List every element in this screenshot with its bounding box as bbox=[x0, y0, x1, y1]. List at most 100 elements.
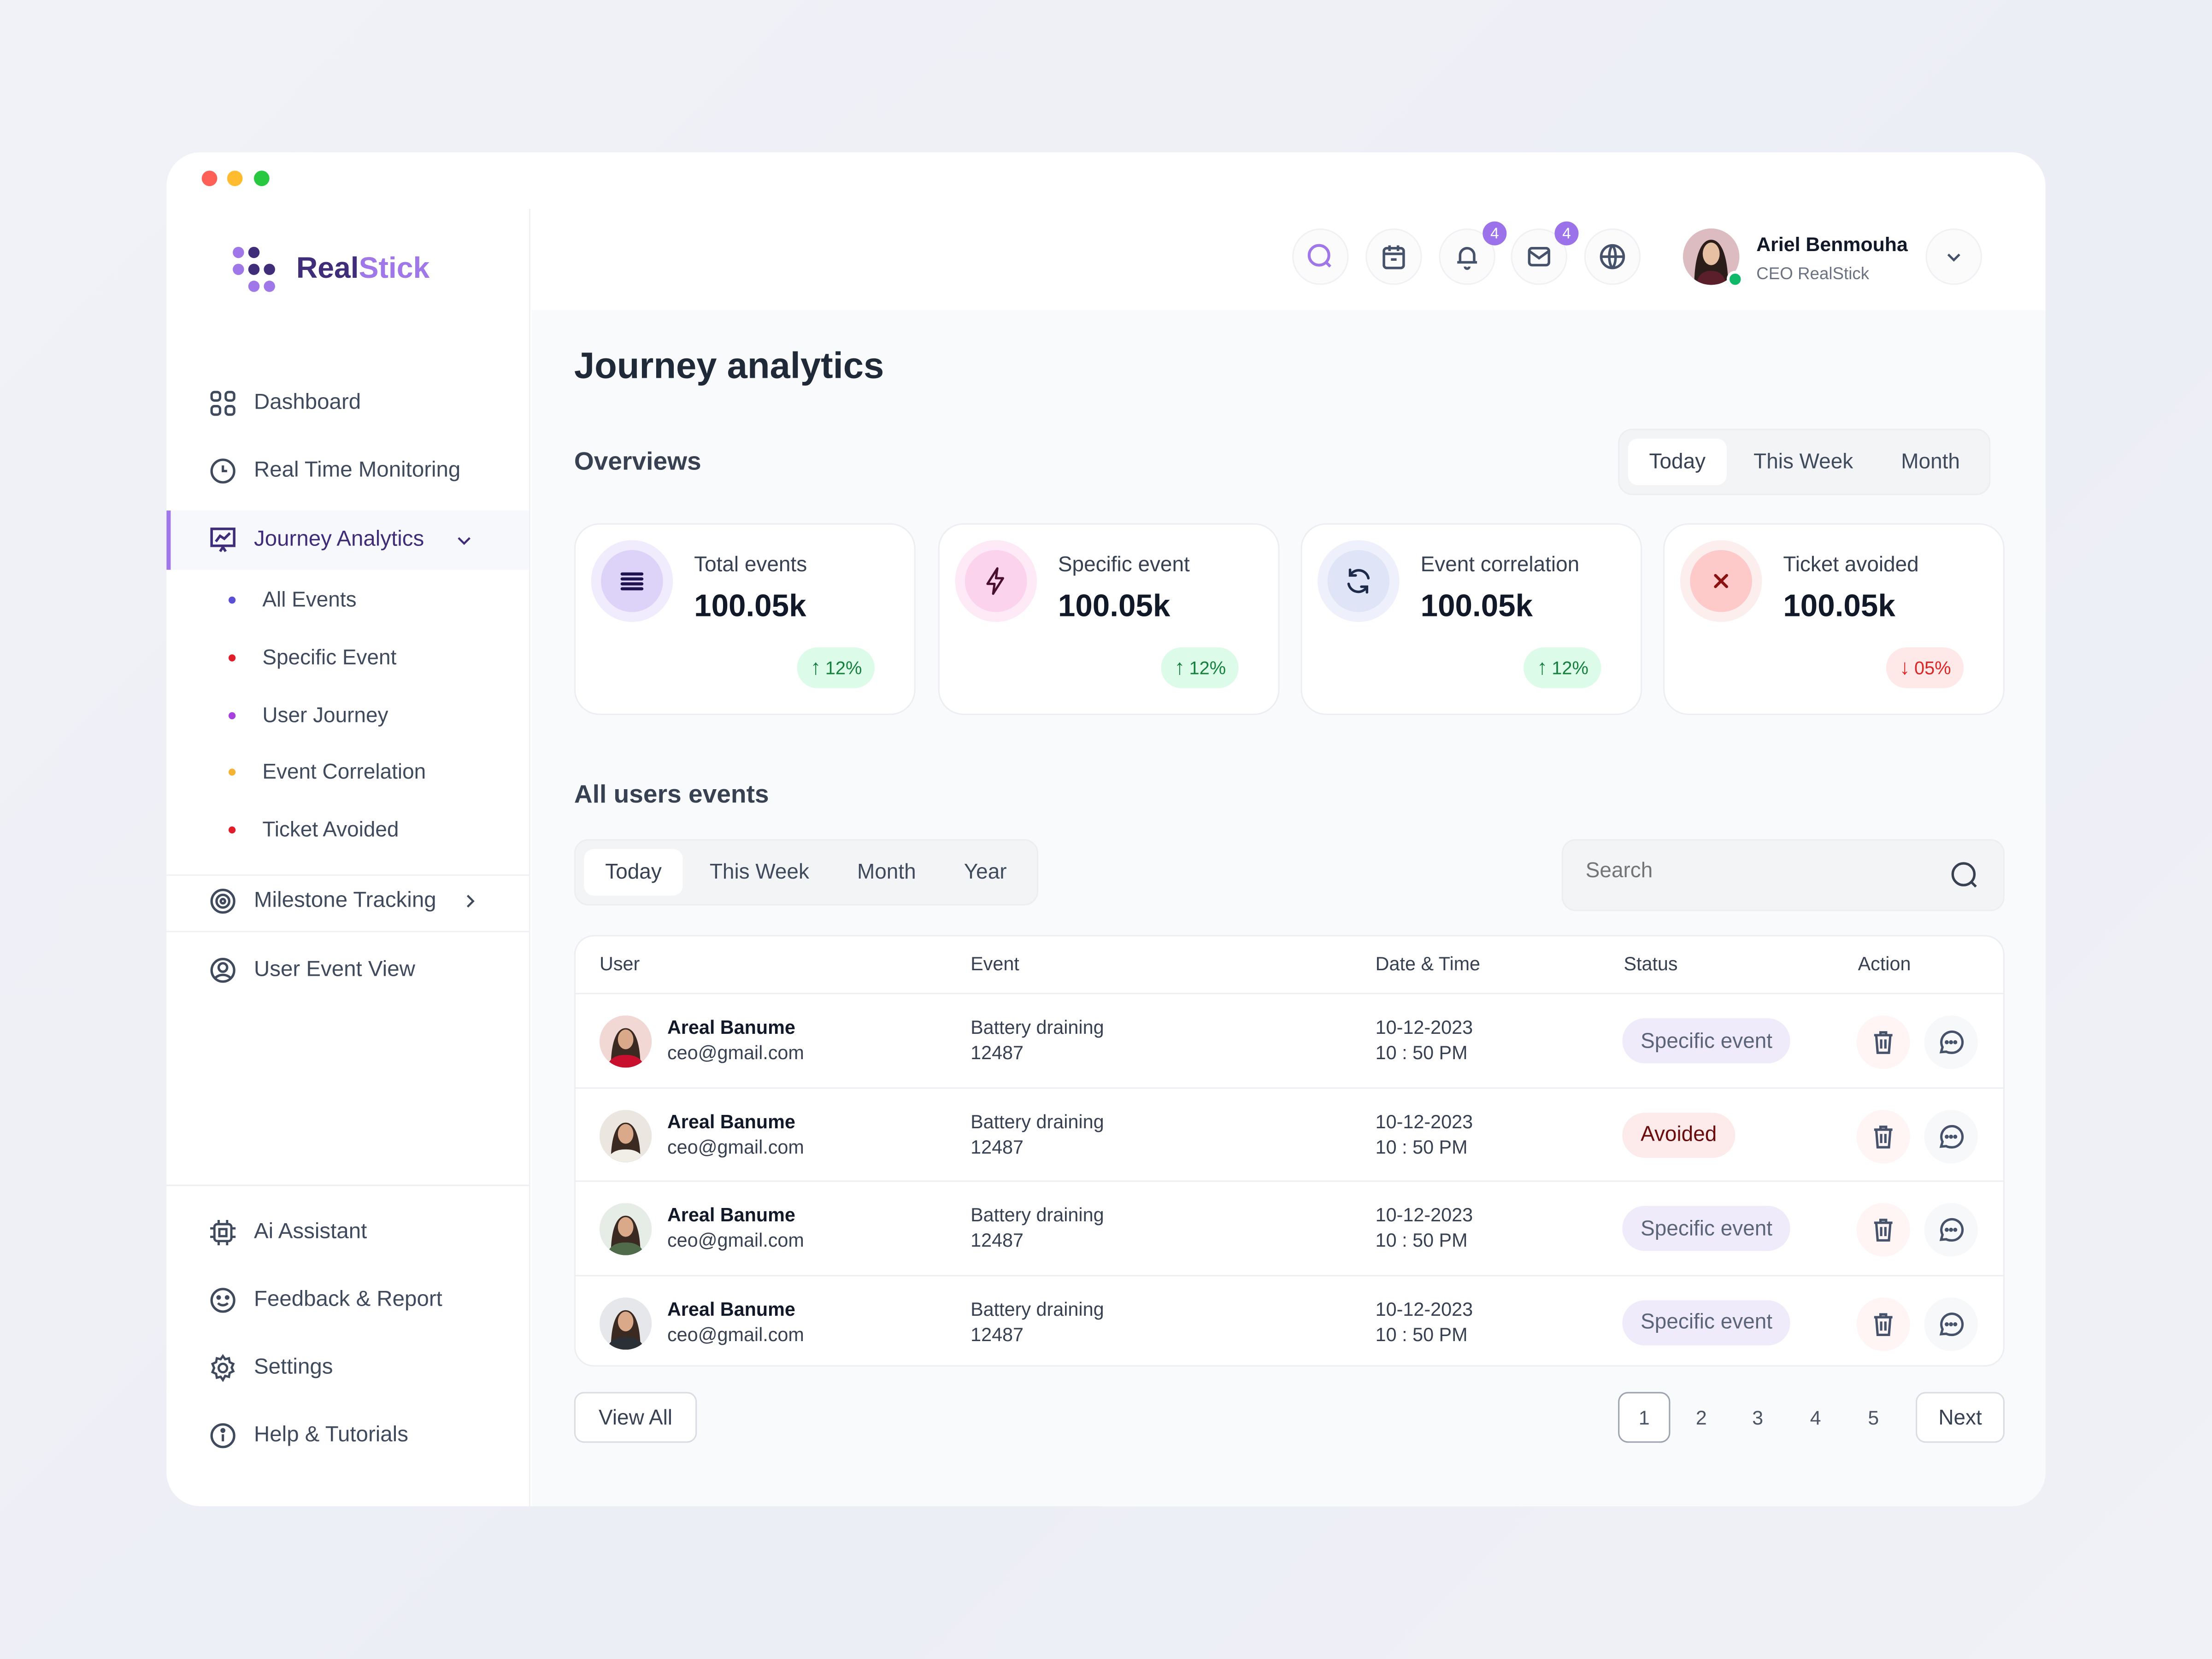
avatar[interactable] bbox=[1683, 228, 1744, 288]
column-header-action: Action bbox=[1858, 953, 1911, 975]
page-5-button[interactable]: 5 bbox=[1868, 1406, 1879, 1429]
tab-month[interactable]: Month bbox=[1901, 450, 1960, 474]
user-avatar bbox=[600, 1203, 652, 1255]
sidebar-item-dashboard[interactable]: Dashboard bbox=[209, 389, 361, 417]
user-avatar bbox=[600, 1015, 652, 1068]
search-input[interactable] bbox=[1585, 859, 1924, 883]
chevron-right-icon[interactable] bbox=[459, 887, 482, 915]
status-badge: Avoided bbox=[1622, 1112, 1735, 1157]
trash-icon bbox=[1874, 1031, 1893, 1054]
delete-button[interactable] bbox=[1856, 1109, 1910, 1163]
view-all-button[interactable]: View All bbox=[574, 1392, 697, 1443]
divider bbox=[166, 874, 529, 876]
user-email: ceo@gmail.com bbox=[667, 1230, 804, 1251]
status-badge: Specific event bbox=[1622, 1206, 1791, 1251]
calendar-button[interactable] bbox=[1365, 228, 1422, 285]
events-title: All users events bbox=[574, 780, 769, 809]
sidebar-subitem-user-journey[interactable]: User Journey bbox=[228, 703, 388, 728]
page-1-button[interactable]: 1 bbox=[1618, 1392, 1671, 1443]
stat-card-ticket-avoided[interactable]: Ticket avoided 100.05k ↓ 05% bbox=[1663, 523, 2005, 715]
column-header-date-time: Date & Time bbox=[1375, 953, 1481, 975]
cpu-icon bbox=[210, 1219, 236, 1246]
page-2-button[interactable]: 2 bbox=[1695, 1406, 1707, 1429]
stat-card-total-events[interactable]: Total events 100.05k ↑ 12% bbox=[574, 523, 916, 715]
notifications-button[interactable]: 4 bbox=[1439, 221, 1507, 285]
user-name: Ariel Benmouha bbox=[1756, 233, 1908, 256]
chat-bubble-icon bbox=[1939, 1124, 1964, 1148]
language-button[interactable] bbox=[1584, 228, 1641, 285]
mail-icon bbox=[1528, 247, 1550, 267]
chat-bubble-icon bbox=[1939, 1312, 1964, 1336]
delete-button[interactable] bbox=[1856, 1296, 1910, 1351]
sidebar-item-feedback-report[interactable]: Feedback & Report bbox=[209, 1286, 442, 1314]
sidebar-subitem-event-correlation[interactable]: Event Correlation bbox=[228, 760, 426, 784]
comment-button[interactable] bbox=[1924, 1109, 1978, 1163]
menu-lines-icon bbox=[620, 572, 644, 591]
message-badge: 4 bbox=[1554, 221, 1579, 246]
change-value: 12% bbox=[1189, 657, 1226, 679]
tab-today[interactable]: Today bbox=[584, 849, 683, 896]
sidebar-item-help-tutorials[interactable]: Help & Tutorials bbox=[209, 1422, 408, 1450]
sidebar-subitem-specific-event[interactable]: Specific Event bbox=[228, 646, 396, 670]
card-value: 100.05k bbox=[1420, 588, 1533, 624]
event-id: 12487 bbox=[971, 1323, 1024, 1345]
tab-today[interactable]: Today bbox=[1628, 439, 1727, 486]
dot-icon bbox=[228, 712, 236, 720]
sidebar-item-label: Dashboard bbox=[254, 390, 361, 415]
sidebar-item-settings[interactable]: Settings bbox=[209, 1354, 333, 1382]
maximize-window-button[interactable] bbox=[254, 170, 270, 187]
tab-year[interactable]: Year bbox=[964, 860, 1007, 885]
tab-this-week[interactable]: This Week bbox=[1753, 450, 1853, 474]
comment-button[interactable] bbox=[1924, 1296, 1978, 1351]
arrow-up-icon: ↑ bbox=[1537, 656, 1548, 680]
user-name: Areal Banume bbox=[667, 1110, 795, 1132]
search-icon[interactable] bbox=[1950, 860, 1981, 891]
user-avatar bbox=[600, 1296, 652, 1349]
arrow-up-icon: ↑ bbox=[810, 656, 821, 680]
delete-button[interactable] bbox=[1856, 1015, 1910, 1069]
refresh-icon bbox=[1347, 568, 1370, 594]
status-badge: Specific event bbox=[1622, 1018, 1791, 1064]
user-menu-button[interactable] bbox=[1925, 228, 1982, 285]
page-4-button[interactable]: 4 bbox=[1810, 1406, 1821, 1429]
sidebar-item-ai-assistant[interactable]: Ai Assistant bbox=[209, 1219, 367, 1247]
logo[interactable]: RealStick bbox=[231, 246, 429, 293]
sidebar-item-user-event-view[interactable]: User Event View bbox=[209, 956, 415, 984]
sidebar-item-label: Journey Analytics bbox=[254, 527, 424, 551]
user-name: Areal Banume bbox=[667, 1298, 795, 1319]
chevron-down-icon[interactable] bbox=[452, 526, 475, 554]
messages-button[interactable]: 4 bbox=[1511, 221, 1579, 285]
label: Ticket Avoided bbox=[262, 818, 399, 842]
column-header-user: User bbox=[600, 953, 640, 975]
tab-month[interactable]: Month bbox=[857, 860, 916, 885]
overviews-title: Overviews bbox=[574, 447, 701, 475]
sidebar-item-real-time-monitoring[interactable]: Real Time Monitoring bbox=[209, 457, 460, 485]
notification-badge: 4 bbox=[1483, 221, 1507, 246]
grid-icon bbox=[210, 391, 235, 416]
user-email: ceo@gmail.com bbox=[667, 1042, 804, 1064]
stat-card-event-correlation[interactable]: Event correlation 100.05k ↑ 12% bbox=[1300, 523, 1642, 715]
sidebar-item-milestone-tracking[interactable]: Milestone Tracking bbox=[209, 887, 482, 915]
column-header-status: Status bbox=[1624, 953, 1678, 975]
page-3-button[interactable]: 3 bbox=[1752, 1406, 1764, 1429]
sidebar-item-journey-analytics[interactable]: Journey Analytics bbox=[209, 526, 475, 554]
search-button[interactable] bbox=[1292, 228, 1349, 285]
trash-icon bbox=[1874, 1219, 1893, 1242]
comment-button[interactable] bbox=[1924, 1203, 1978, 1257]
event-time: 10 : 50 PM bbox=[1375, 1136, 1468, 1157]
change-value: 12% bbox=[1552, 657, 1588, 679]
label: User Journey bbox=[262, 703, 388, 728]
tab-this-week[interactable]: This Week bbox=[709, 860, 809, 885]
delete-button[interactable] bbox=[1856, 1203, 1910, 1257]
close-window-button[interactable] bbox=[201, 170, 218, 187]
card-title: Total events bbox=[694, 552, 807, 577]
sidebar-subitem-ticket-avoided[interactable]: Ticket Avoided bbox=[228, 818, 399, 842]
next-page-button[interactable]: Next bbox=[1916, 1392, 2005, 1443]
comment-button[interactable] bbox=[1924, 1015, 1978, 1069]
minimize-window-button[interactable] bbox=[227, 170, 243, 187]
search-box bbox=[1561, 839, 2005, 911]
sidebar-subitem-all-events[interactable]: All Events bbox=[228, 588, 357, 612]
user-email: ceo@gmail.com bbox=[667, 1323, 804, 1345]
stat-card-specific-event[interactable]: Specific event 100.05k ↑ 12% bbox=[938, 523, 1280, 715]
sidebar-item-label: User Event View bbox=[254, 957, 415, 982]
